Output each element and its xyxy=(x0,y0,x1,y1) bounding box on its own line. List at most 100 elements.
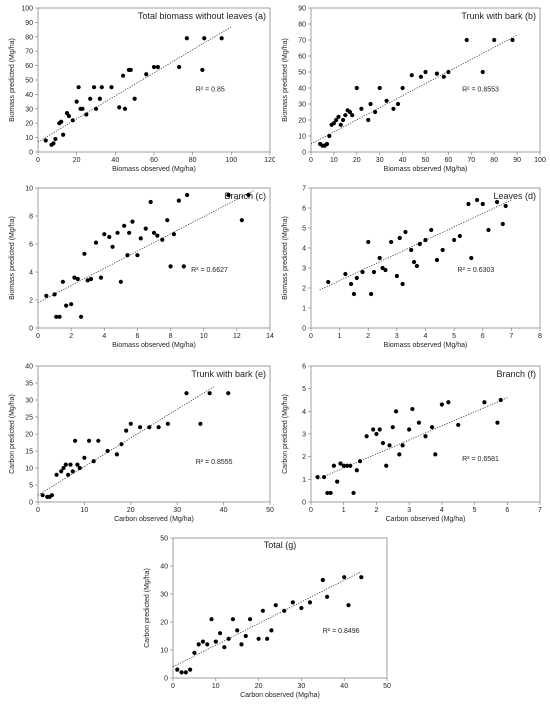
data-point xyxy=(409,247,414,253)
data-point xyxy=(269,628,274,633)
data-point xyxy=(342,575,347,580)
chart-b: 0 10 20 30 40 50 60 70 80 90 100 0 10 20 30 40 50 60 70 80 9… xyxy=(275,0,550,178)
data-point xyxy=(351,291,357,297)
data-point xyxy=(371,269,377,275)
data-point xyxy=(144,72,149,77)
data-point xyxy=(464,37,469,43)
data-point xyxy=(446,69,451,75)
data-point xyxy=(369,291,374,297)
y-axis-label: Carbon predicted (Mg/ha) xyxy=(282,394,289,474)
data-point xyxy=(354,468,359,473)
data-point xyxy=(138,236,143,241)
y-tick-label: 50 xyxy=(298,70,306,77)
y-tick-label: 0 xyxy=(29,326,33,333)
data-point xyxy=(347,109,353,115)
data-point xyxy=(343,271,348,277)
y-tick-label: 10 xyxy=(298,134,306,141)
y-tick-label: 10 xyxy=(25,135,33,142)
x-tick-label: 50 xyxy=(422,157,430,164)
data-point xyxy=(130,219,135,224)
trendline xyxy=(37,26,232,143)
data-point xyxy=(395,101,401,107)
data-point xyxy=(97,96,102,101)
x-tick-label: 1 xyxy=(342,507,346,514)
data-point xyxy=(371,427,376,432)
y-tick-label: 70 xyxy=(25,49,33,56)
trendline xyxy=(37,386,215,496)
data-point xyxy=(93,240,99,245)
trendline xyxy=(172,571,362,668)
data-point xyxy=(357,459,363,464)
x-tick-label: 2 xyxy=(374,507,378,514)
data-point xyxy=(75,462,80,467)
data-point xyxy=(416,420,422,425)
data-point xyxy=(143,226,148,231)
data-point xyxy=(446,400,451,405)
data-point xyxy=(49,493,55,498)
data-point xyxy=(474,197,480,203)
data-point xyxy=(452,237,457,243)
x-tick-label: 90 xyxy=(513,157,521,164)
data-point xyxy=(192,650,197,655)
trendline xyxy=(37,190,254,304)
data-point xyxy=(61,132,66,137)
data-point xyxy=(43,138,48,143)
data-point xyxy=(341,463,346,468)
r-squared-label: R² = 0.85 xyxy=(196,87,225,94)
data-point xyxy=(88,276,94,282)
data-point xyxy=(72,275,77,280)
data-point xyxy=(51,141,56,146)
data-point xyxy=(324,141,330,147)
x-tick-label: 30 xyxy=(376,157,384,164)
data-point xyxy=(171,232,176,237)
x-tick-label: 8 xyxy=(538,333,542,340)
data-point xyxy=(350,113,355,118)
data-point xyxy=(135,253,140,258)
x-tick-label: 30 xyxy=(173,507,181,514)
plot-frame xyxy=(310,7,541,153)
y-tick-label: 2 xyxy=(29,298,33,305)
x-tick-label: 70 xyxy=(467,157,475,164)
data-point xyxy=(354,85,359,91)
x-tick-label: 20 xyxy=(127,507,135,514)
r-squared-label: R² = 0.6581 xyxy=(462,456,499,463)
data-point xyxy=(209,617,214,622)
plot-frame xyxy=(310,187,541,329)
chart-e: 0 10 20 30 40 50 0 5 10 15 20 25 30 35 40 Carbon observ… xyxy=(0,356,275,528)
y-tick-label: 70 xyxy=(298,38,306,45)
data-point xyxy=(125,253,130,258)
y-tick-label: 50 xyxy=(25,78,33,85)
x-axis-label: Carbon observed (Mg/ha) xyxy=(386,516,466,523)
data-point xyxy=(336,114,341,119)
data-point xyxy=(128,421,133,426)
data-point xyxy=(54,472,59,477)
y-tick-label: 4 xyxy=(302,409,306,416)
data-point xyxy=(482,400,487,405)
x-tick-label: 0 xyxy=(36,507,40,514)
data-point xyxy=(155,64,160,70)
chart-e-svg: 0 10 20 30 40 50 0 5 10 15 20 25 30 35 40 Carbon observ… xyxy=(9,364,274,524)
chart-a-svg: 0 20 40 60 80 100 120 0 10 20 30 40 50 60 70 80 90 100 Bio… xyxy=(9,6,276,174)
data-point xyxy=(119,442,124,447)
data-point xyxy=(417,241,422,247)
data-point xyxy=(397,235,402,241)
data-point xyxy=(346,603,351,608)
data-point xyxy=(243,633,248,639)
data-point xyxy=(391,106,396,111)
data-point xyxy=(198,421,203,426)
data-point xyxy=(495,420,500,425)
data-point xyxy=(423,237,428,243)
data-point xyxy=(393,409,399,414)
data-point xyxy=(118,279,123,284)
data-point xyxy=(338,461,343,466)
data-point xyxy=(175,667,180,672)
x-tick-label: 80 xyxy=(189,157,197,164)
x-tick-label: 7 xyxy=(509,333,513,340)
y-tick-label: 30 xyxy=(298,102,306,109)
y-tick-label: 0 xyxy=(29,500,33,507)
data-point xyxy=(320,577,325,583)
data-point xyxy=(63,462,68,467)
x-axis-label: Biomass observed (Mg/ha) xyxy=(112,342,196,349)
y-tick-label: 80 xyxy=(25,34,33,41)
data-point xyxy=(132,96,137,101)
